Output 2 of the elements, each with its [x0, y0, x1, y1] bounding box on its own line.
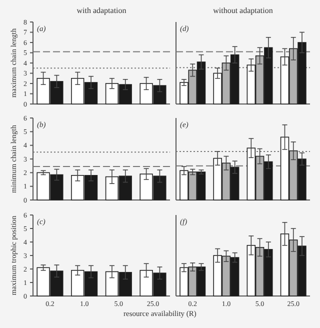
chart-title: with adaptation: [76, 6, 126, 15]
chart-title: without adaptation: [213, 6, 273, 15]
